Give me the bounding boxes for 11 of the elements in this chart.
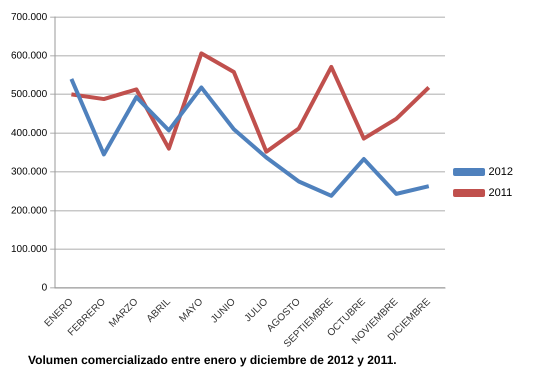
y-tick-label: 300.000 bbox=[10, 166, 48, 178]
legend-label: 2011 bbox=[488, 187, 512, 200]
y-tick-label: 500.000 bbox=[10, 89, 48, 100]
text: Volumen comercializado entre enero y diciembre de 2012 y 2011. bbox=[27, 353, 398, 367]
y-tick-label: 200.000 bbox=[10, 205, 48, 216]
legend-label: 2012 bbox=[488, 166, 514, 178]
y-tick-label: 0 bbox=[42, 282, 48, 294]
y-tick-label: 700.000 bbox=[10, 12, 48, 23]
y-tick-label: 400.000 bbox=[10, 128, 48, 139]
y-tick-label: 100.000 bbox=[10, 244, 48, 255]
y-tick-label: 600.000 bbox=[10, 50, 48, 62]
